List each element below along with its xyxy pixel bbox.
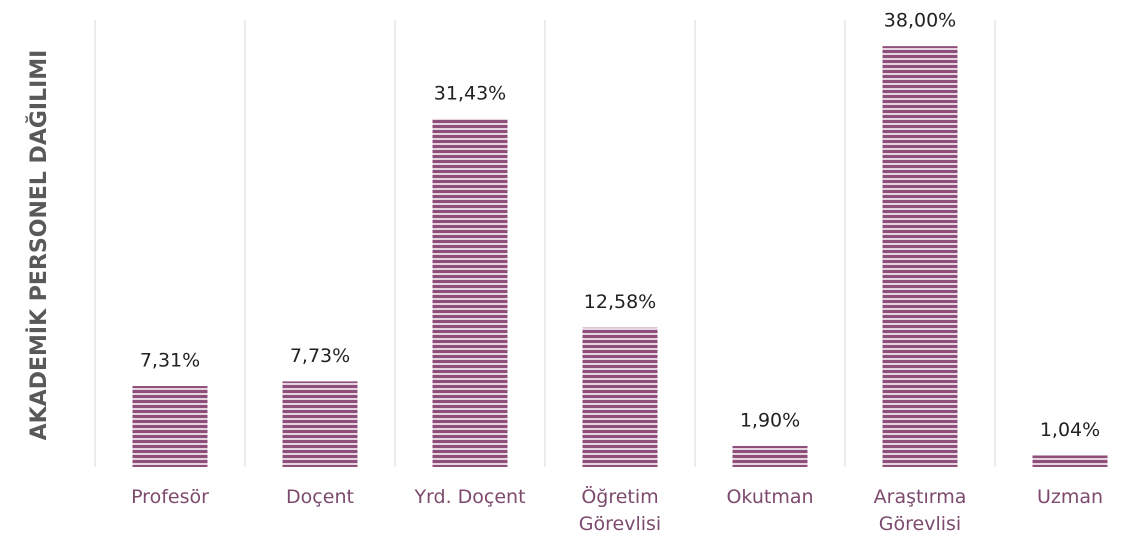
x-tick-label: Doçent — [286, 486, 354, 508]
x-tick-label: Araştırma Görevlisi — [873, 486, 967, 535]
bar — [282, 381, 358, 467]
value-label: 12,58% — [584, 291, 656, 313]
bar — [582, 327, 658, 467]
value-label: 1,90% — [740, 409, 800, 431]
value-label: 38,00% — [884, 10, 956, 32]
bar — [432, 118, 508, 467]
x-tick-label: Öğretim Görevlisi — [578, 486, 662, 535]
x-tick-label: Okutman — [726, 486, 814, 508]
value-label: 31,43% — [434, 82, 506, 104]
x-tick-label: Profesör — [131, 486, 209, 508]
bar — [132, 386, 208, 467]
bar — [732, 445, 808, 467]
bar — [1032, 455, 1108, 467]
x-tick-label: Yrd. Doçent — [414, 486, 526, 508]
value-label: 7,31% — [140, 350, 200, 372]
value-label: 1,04% — [1040, 419, 1100, 441]
x-tick-label: Uzman — [1036, 486, 1104, 508]
value-label: 7,73% — [290, 345, 350, 367]
bar — [882, 46, 958, 468]
y-axis-title: AKADEMİK PERSONEL DAĞILIMI — [26, 50, 52, 441]
